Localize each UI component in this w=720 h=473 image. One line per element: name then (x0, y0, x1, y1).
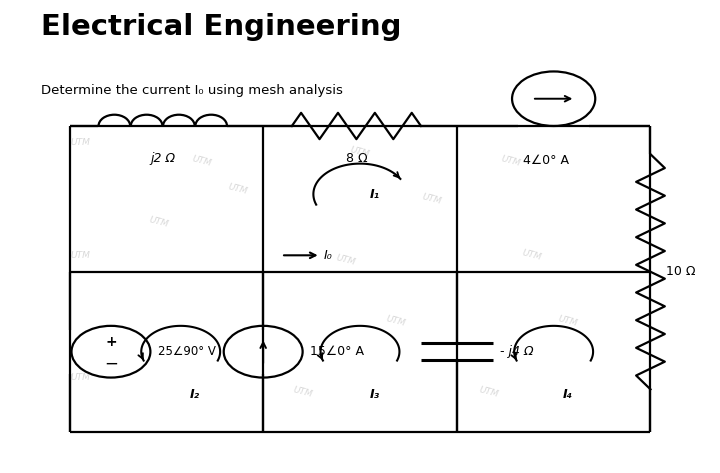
Text: −: − (104, 354, 118, 372)
Text: UTM: UTM (521, 248, 543, 262)
Text: Determine the current I₀ using mesh analysis: Determine the current I₀ using mesh anal… (41, 84, 343, 96)
Text: UTM: UTM (192, 154, 213, 168)
Text: UTM: UTM (421, 192, 443, 206)
Text: j2 Ω: j2 Ω (150, 152, 175, 165)
Text: UTM: UTM (148, 216, 170, 229)
Text: UTM: UTM (71, 373, 90, 382)
Text: UTM: UTM (349, 145, 371, 159)
Text: +: + (105, 335, 117, 349)
Text: UTM: UTM (292, 385, 313, 399)
Text: I₁: I₁ (369, 188, 379, 201)
Text: 15∠0° A: 15∠0° A (310, 345, 364, 358)
Text: - j4 Ω: - j4 Ω (500, 345, 534, 358)
Text: 8 Ω: 8 Ω (346, 152, 367, 165)
Text: Electrical Engineering: Electrical Engineering (41, 13, 401, 41)
Text: UTM: UTM (385, 314, 407, 328)
Text: UTM: UTM (71, 251, 90, 260)
Text: 25∠90° V: 25∠90° V (158, 345, 215, 358)
Text: I₄: I₄ (563, 387, 573, 401)
Text: 4∠0° A: 4∠0° A (523, 154, 570, 167)
Text: UTM: UTM (335, 253, 356, 267)
Text: I₃: I₃ (369, 387, 379, 401)
Text: UTM: UTM (71, 138, 90, 147)
Text: 10 Ω: 10 Ω (666, 265, 696, 278)
Text: UTM: UTM (478, 385, 500, 399)
Text: UTM: UTM (557, 314, 579, 328)
Text: UTM: UTM (228, 183, 249, 196)
Text: UTM: UTM (500, 154, 521, 168)
Text: I₂: I₂ (190, 387, 200, 401)
Text: I₀: I₀ (324, 249, 333, 262)
